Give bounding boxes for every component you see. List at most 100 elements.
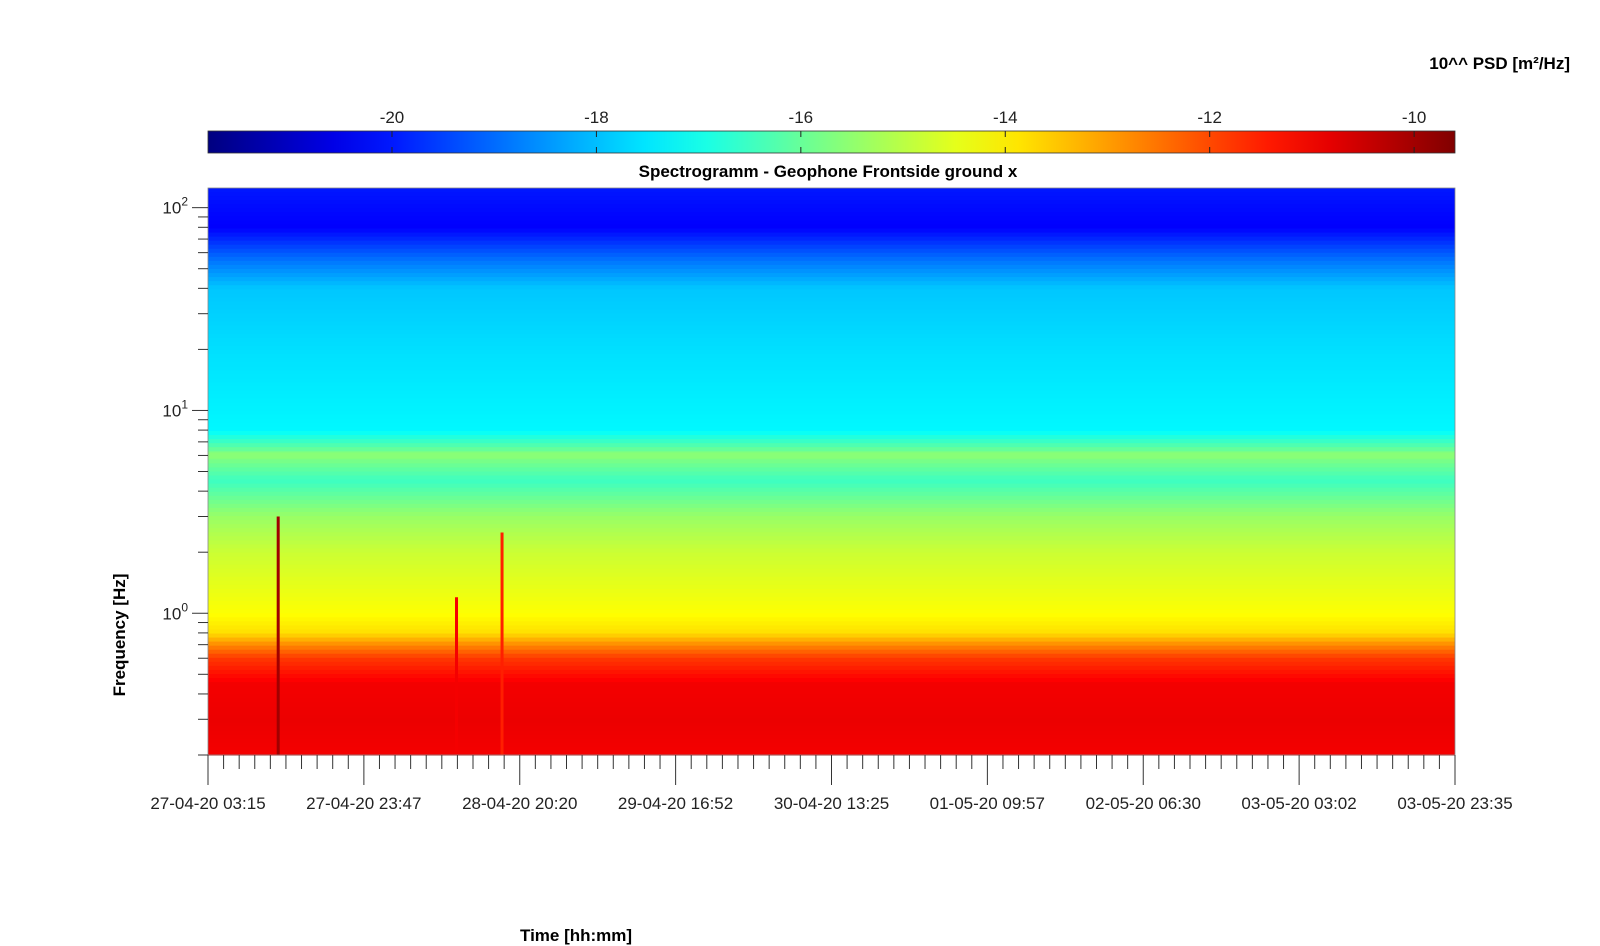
heatmap-band	[208, 726, 1455, 732]
heatmap-band	[208, 479, 1455, 485]
heatmap-band	[208, 212, 1455, 217]
chart-title: Spectrogramm - Geophone Frontside ground…	[638, 162, 1018, 181]
y-tick-label: 102	[162, 195, 188, 218]
heatmap-band	[208, 706, 1455, 712]
heatmap-band	[208, 495, 1455, 501]
heatmap-band	[208, 192, 1455, 197]
heatmap-band	[208, 285, 1455, 290]
heatmap-band	[208, 277, 1455, 282]
heatmap-band	[208, 471, 1455, 477]
heatmap-band	[208, 435, 1455, 440]
heatmap-band	[208, 431, 1455, 436]
heatmap-band	[208, 402, 1455, 408]
heatmap-band	[208, 487, 1455, 493]
heatmap-band	[208, 641, 1455, 647]
heatmap-band	[208, 669, 1455, 675]
heatmap-band	[208, 220, 1455, 226]
heatmap-band	[208, 269, 1455, 274]
heatmap-band	[208, 702, 1455, 707]
heatmap-band	[208, 297, 1455, 302]
colorbar-tick-label: -10	[1402, 108, 1427, 127]
heatmap-band	[208, 200, 1455, 205]
heatmap-band	[208, 742, 1455, 748]
heatmap-band	[208, 422, 1455, 428]
heatmap-band	[208, 333, 1455, 339]
heatmap-band	[208, 313, 1455, 319]
heatmap-band	[208, 520, 1455, 525]
heatmap-band	[208, 345, 1455, 351]
heatmap-band	[208, 378, 1455, 383]
heatmap-band	[208, 621, 1455, 626]
heatmap-band	[208, 536, 1455, 541]
heatmap-band	[208, 750, 1455, 756]
heatmap-band	[208, 730, 1455, 736]
x-tick-label: 03-05-20 03:02	[1241, 794, 1356, 813]
heatmap-band	[208, 264, 1455, 270]
heatmap-band	[208, 329, 1455, 335]
heatmap-band	[208, 633, 1455, 639]
heatmap-band	[208, 443, 1455, 448]
heatmap-band	[208, 447, 1455, 452]
heatmap-band	[208, 204, 1455, 209]
heatmap-band	[208, 439, 1455, 444]
heatmap-band	[208, 224, 1455, 230]
colorbar-tick-label: -14	[993, 108, 1018, 127]
heatmap-band	[208, 305, 1455, 311]
heatmap-band	[208, 463, 1455, 469]
heatmap-band	[208, 588, 1455, 594]
heatmap-band	[208, 690, 1455, 695]
x-tick-label: 28-04-20 20:20	[462, 794, 577, 813]
heatmap-band	[208, 499, 1455, 505]
heatmap-band	[208, 273, 1455, 278]
heatmap-band	[208, 341, 1455, 347]
y-tick-label: 100	[162, 600, 188, 623]
heatmap-band	[208, 686, 1455, 691]
heatmap-band	[208, 601, 1455, 606]
heatmap-band	[208, 532, 1455, 537]
heatmap-band	[208, 228, 1455, 234]
heatmap-band	[208, 512, 1455, 517]
heatmap-band	[208, 548, 1455, 554]
heatmap-band	[208, 491, 1455, 497]
heatmap-band	[208, 678, 1455, 683]
heatmap-band	[208, 252, 1455, 258]
x-tick-label: 03-05-20 23:35	[1397, 794, 1512, 813]
heatmap-band	[208, 317, 1455, 323]
heatmap-band	[208, 556, 1455, 562]
heatmap-band	[208, 362, 1455, 367]
heatmap-band	[208, 722, 1455, 728]
heatmap-band	[208, 625, 1455, 631]
heatmap-band	[208, 256, 1455, 262]
heatmap-band	[208, 293, 1455, 298]
heatmap-band	[208, 653, 1455, 659]
heatmap-band	[208, 240, 1455, 246]
heatmap-band	[208, 354, 1455, 359]
heatmap-band	[208, 325, 1455, 331]
heatmap-band	[208, 661, 1455, 667]
heatmap-band	[208, 617, 1455, 622]
colorbar-tick-label: -18	[584, 108, 609, 127]
heatmap-band	[208, 568, 1455, 574]
x-tick-label: 01-05-20 09:57	[930, 794, 1045, 813]
heatmap-band	[208, 524, 1455, 529]
heatmap-band	[208, 544, 1455, 550]
x-tick-label: 27-04-20 03:15	[150, 794, 265, 813]
heatmap-band	[208, 281, 1455, 286]
heatmap-band	[208, 216, 1455, 221]
heatmap-band	[208, 597, 1455, 602]
heatmap-band	[208, 236, 1455, 242]
y-tick-label: 101	[162, 397, 188, 420]
heatmap-band	[208, 609, 1455, 614]
heatmap-band	[208, 321, 1455, 327]
heatmap-band	[208, 390, 1455, 396]
heatmap-band	[208, 657, 1455, 663]
y-axis: 100 101 102	[162, 195, 208, 756]
heatmap-band	[208, 386, 1455, 392]
colorbar-tick-label: -20	[380, 108, 405, 127]
heatmap-band	[208, 483, 1455, 489]
heatmap-band	[208, 645, 1455, 651]
heatmap-band	[208, 188, 1455, 193]
heatmap-band	[208, 244, 1455, 250]
x-axis-label: Time [hh:mm]	[520, 926, 633, 945]
heatmap-band	[208, 665, 1455, 671]
